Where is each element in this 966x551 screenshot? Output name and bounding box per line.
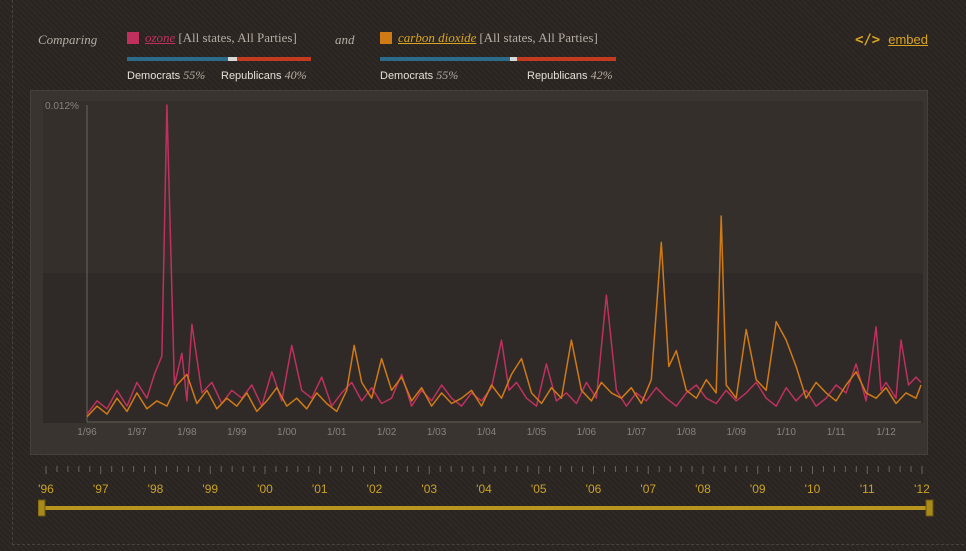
term2-republicans-pct: 42%	[590, 68, 613, 82]
x-tick-label: 1/02	[377, 427, 397, 438]
term2: carbon dioxide [All states, All Parties]	[380, 30, 598, 46]
x-tick-label: 1/04	[477, 427, 497, 438]
x-tick-label: 1/96	[77, 427, 97, 438]
series-line-ozone	[86, 104, 922, 415]
timeline-year-label: '09	[750, 482, 766, 496]
timeline-year-label: '04	[476, 482, 492, 496]
term1-scope[interactable]: [All states, All Parties]	[178, 30, 297, 45]
term1-swatch	[127, 32, 139, 44]
timeline-year-label: '12	[914, 482, 930, 496]
timeline-year-label: '01	[312, 482, 328, 496]
term1-democrats-bar	[127, 57, 228, 61]
and-label: and	[335, 32, 355, 47]
comparing-label: Comparing	[38, 32, 98, 47]
timeline-track[interactable]	[41, 506, 931, 510]
term2-swatch	[380, 32, 392, 44]
code-icon: </>	[854, 32, 881, 48]
term2-republicans-text: Republicans	[527, 70, 588, 82]
x-tick-label: 1/03	[427, 427, 447, 438]
term1-democrats-text: Democrats	[127, 70, 181, 82]
term2-democrats-text: Democrats	[380, 70, 434, 82]
timeline-year-label: '99	[202, 482, 218, 496]
term2-democrats-bar	[380, 57, 510, 61]
x-tick-label: 1/10	[776, 427, 796, 438]
timeline-year-label: '96	[38, 482, 54, 496]
series-line-carbon-dioxide	[86, 215, 922, 418]
x-tick-label: 1/06	[577, 427, 597, 438]
timeline-year-label: '06	[586, 482, 602, 496]
term1-party-bar	[127, 57, 311, 61]
x-tick-group: 1/96 1/97 1/98 1/99 1/00 1/01 1/02 1/03 1/04 1/05…	[77, 427, 896, 438]
timeline-year-label: '03	[421, 482, 437, 496]
timeline-year-label: '05	[531, 482, 547, 496]
x-tick-label: 1/01	[327, 427, 347, 438]
chart-panel: 0.012% 1/96 1/97 1/98 1/99 1/00 1/01 1/02 1/03 1…	[30, 90, 928, 455]
timeline-tick-group	[45, 466, 923, 474]
timeline-year-label: '07	[640, 482, 656, 496]
term1-republicans-label: Republicans 40%	[221, 68, 307, 83]
x-tick-label: 1/00	[277, 427, 297, 438]
timeline-year-label: '10	[805, 482, 821, 496]
x-tick-label: 1/97	[127, 427, 147, 438]
timeline-label-group: '96 '97 '98 '99 '00 '01 '02 '03 '04 '05 '06 '07 '08 '…	[38, 482, 930, 496]
term1-democrats-label: Democrats 55%	[127, 68, 205, 83]
embed-button[interactable]: </> embed	[855, 32, 928, 48]
x-tick-label: 1/08	[677, 427, 697, 438]
x-tick-label: 1/11	[827, 427, 846, 438]
timeline-year-label: '97	[93, 482, 109, 496]
timeline-year-label: '11	[860, 482, 875, 496]
term1-link[interactable]: ozone	[145, 30, 176, 45]
embed-link[interactable]: embed	[888, 32, 928, 47]
line-chart: 0.012% 1/96 1/97 1/98 1/99 1/00 1/01 1/02 1/03 1…	[43, 101, 923, 438]
range-start-handle[interactable]	[37, 499, 46, 517]
term1: ozone [All states, All Parties]	[127, 30, 297, 46]
y-max-label: 0.012%	[45, 101, 79, 112]
x-tick-label: 1/12	[876, 427, 896, 438]
timeline-year-label: '00	[257, 482, 273, 496]
chart-lower-band	[43, 273, 923, 423]
x-tick-label: 1/05	[527, 427, 547, 438]
term2-republicans-bar	[517, 57, 616, 61]
term2-republicans-label: Republicans 42%	[527, 68, 613, 83]
x-tick-label: 1/99	[227, 427, 247, 438]
term2-scope[interactable]: [All states, All Parties]	[479, 30, 598, 45]
term1-republicans-text: Republicans	[221, 70, 282, 82]
term1-republicans-bar	[237, 57, 311, 61]
term2-neutral-bar	[510, 57, 517, 61]
term2-democrats-pct: 55%	[436, 68, 459, 82]
comparison-header: Comparing ozone [All states, All Parties]…	[38, 30, 938, 90]
timeline-year-label: '08	[695, 482, 711, 496]
term2-link[interactable]: carbon dioxide	[398, 30, 477, 45]
timeline-year-label: '02	[367, 482, 383, 496]
timeline-slider[interactable]: '96 '97 '98 '99 '00 '01 '02 '03 '04 '05 '06 '07 '08 '…	[37, 462, 936, 522]
timeline-year-label: '98	[148, 482, 164, 496]
frame-border	[12, 0, 964, 545]
term2-democrats-label: Democrats 55%	[380, 68, 458, 83]
timeline-svg: '96 '97 '98 '99 '00 '01 '02 '03 '04 '05 '06 '07 '08 '…	[37, 466, 934, 517]
x-tick-label: 1/98	[177, 427, 197, 438]
x-tick-label: 1/09	[726, 427, 746, 438]
term2-party-bar	[380, 57, 616, 61]
term1-neutral-bar	[228, 57, 237, 61]
series-group	[86, 104, 922, 418]
term1-republicans-pct: 40%	[284, 68, 307, 82]
range-end-handle[interactable]	[925, 499, 934, 517]
x-tick-label: 1/07	[627, 427, 647, 438]
term1-democrats-pct: 55%	[183, 68, 206, 82]
chart-upper-band	[43, 101, 923, 273]
